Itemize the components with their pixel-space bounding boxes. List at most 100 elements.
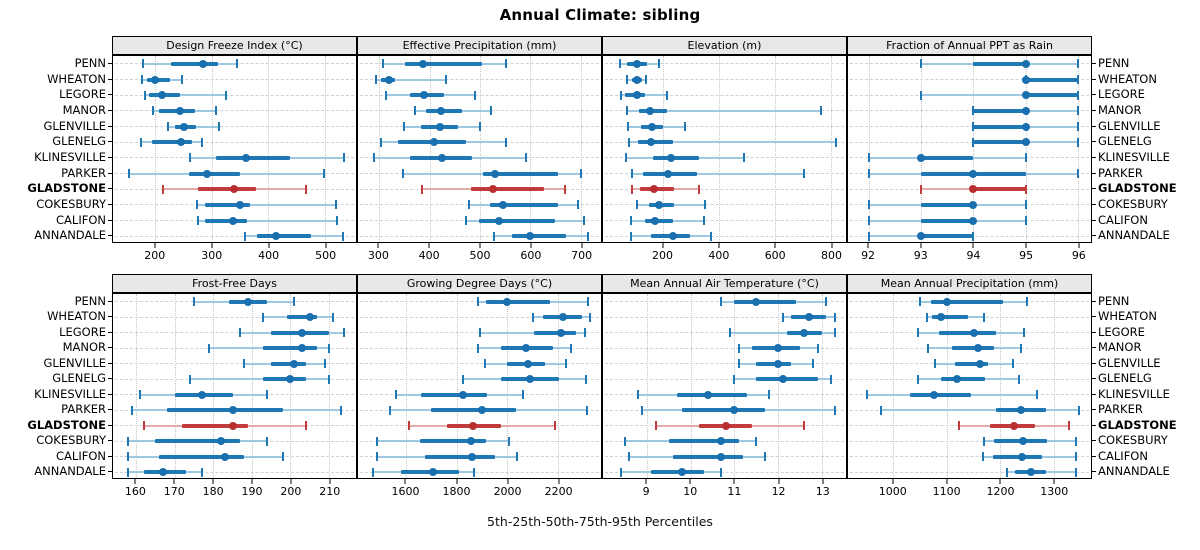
median-dot (969, 328, 978, 337)
percentile-whisker (921, 94, 1078, 97)
axis-tick-label: 2000 (493, 485, 522, 498)
whisker-cap-high (489, 106, 492, 116)
whisker-cap-high (474, 90, 477, 100)
whisker-cap-low (737, 359, 740, 369)
row-tick-right (1092, 172, 1096, 174)
whisker-cap-high (1076, 59, 1079, 69)
whisker-cap-high (1076, 90, 1079, 100)
interquartile-bar (182, 423, 248, 428)
axis-tick-label: 200 (652, 249, 674, 262)
site-label-glenelg: GLENELG (1098, 371, 1152, 386)
axis-tick-mark (778, 479, 780, 484)
gridline-vertical (507, 294, 509, 478)
median-dot (774, 344, 783, 353)
interquartile-bar (952, 346, 995, 351)
interquartile-bar (677, 392, 748, 397)
whisker-cap-low (737, 343, 740, 353)
row-guide-line (605, 471, 844, 473)
whisker-cap-low (414, 106, 417, 116)
row-guide-line (360, 94, 599, 96)
interquartile-bar (955, 361, 988, 366)
site-label-klinesville: KLINESVILLE (1098, 386, 1170, 401)
axis-tick-label: 300 (201, 249, 223, 262)
site-label-wheaton: WHEATON (1098, 71, 1157, 86)
median-dot (730, 406, 739, 415)
whisker-cap-low (139, 390, 141, 400)
whisker-cap-low (531, 312, 534, 322)
axis-tick-label: 2200 (544, 485, 573, 498)
whisker-cap-high (1068, 421, 1071, 431)
whisker-cap-high (323, 169, 326, 178)
whisker-cap-high (266, 436, 269, 446)
gridline-vertical (211, 56, 213, 242)
interquartile-bar (271, 361, 306, 366)
whisker-cap-high (703, 216, 706, 225)
whisker-cap-low (166, 122, 169, 131)
whisker-cap-low (629, 231, 632, 241)
median-dot (975, 359, 984, 368)
interquartile-bar (681, 408, 765, 413)
whisker-cap-low (394, 390, 397, 400)
whisker-cap-high (577, 200, 580, 210)
row-tick-left (108, 78, 112, 80)
site-label-klinesville: KLINESVILLE (34, 386, 106, 401)
whisker-cap-low (402, 122, 405, 131)
median-dot (429, 138, 438, 147)
interquartile-bar (215, 155, 290, 160)
site-label-wheaton: WHEATON (47, 309, 106, 324)
row-tick-right (1092, 409, 1096, 411)
whisker-cap-high (505, 137, 508, 147)
axis-tick-label: 400 (418, 249, 440, 262)
whisker-cap-low (630, 169, 633, 178)
gridline-vertical (830, 56, 832, 242)
whisker-cap-low (379, 137, 382, 147)
interquartile-bar (482, 171, 559, 176)
panel-header-design-freeze-index: Design Freeze Index (°C) (112, 36, 357, 55)
median-dot (1009, 421, 1018, 430)
axis-tick-mark (479, 243, 481, 248)
whisker-cap-high (583, 216, 586, 225)
median-dot (969, 216, 978, 225)
interquartile-bar (511, 234, 566, 239)
median-dot (236, 200, 245, 209)
x-axis-effective-precipitation: 300 400 500 600 700 (357, 243, 602, 265)
axis-tick-label: 300 (367, 249, 389, 262)
whisker-cap-low (189, 374, 192, 384)
row-tick-right (1092, 203, 1096, 205)
row-guide-line (360, 363, 599, 365)
whisker-cap-low (131, 405, 134, 415)
whisker-cap-low (388, 405, 391, 415)
row-tick-right (1092, 471, 1096, 473)
whisker-cap-low (243, 359, 246, 369)
whisker-cap-high (200, 467, 203, 477)
axis-tick-mark (689, 479, 691, 484)
site-label-wheaton: WHEATON (47, 71, 106, 86)
row-tick-left (108, 203, 112, 205)
axis-tick-mark (822, 479, 824, 484)
whisker-cap-low (733, 374, 736, 384)
whisker-cap-low (630, 184, 633, 194)
interquartile-bar (470, 187, 544, 192)
whisker-cap-low (920, 184, 923, 194)
whisker-cap-high (834, 137, 837, 147)
axis-tick-label: 500 (315, 249, 337, 262)
row-guide-line (850, 440, 1089, 442)
whisker-cap-low (720, 297, 723, 307)
gridline-vertical (1077, 56, 1079, 242)
whisker-cap-high (304, 184, 307, 194)
whisker-cap-high (200, 137, 203, 147)
interquartile-bar (756, 361, 792, 366)
percentile-caption: 5th-25th-50th-75th-95th Percentiles (487, 514, 713, 529)
median-dot (228, 406, 237, 415)
gridline-vertical (1000, 294, 1002, 478)
row-tick-left (108, 440, 112, 442)
row-tick-left (108, 188, 112, 190)
site-label-klinesville: KLINESVILLE (34, 149, 106, 164)
median-dot (420, 91, 429, 100)
whisker-cap-low (478, 328, 481, 338)
whisker-cap-low (920, 90, 923, 100)
whisker-cap-low (127, 452, 130, 462)
gridline-vertical (324, 56, 326, 242)
whisker-cap-high (1012, 359, 1015, 369)
whisker-cap-high (281, 452, 284, 462)
